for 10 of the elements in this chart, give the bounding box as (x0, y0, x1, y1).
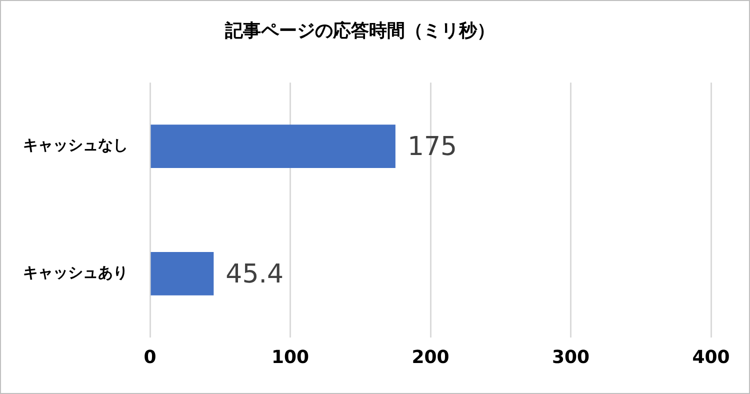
x-tick-label: 300 (552, 346, 590, 368)
data-label: 175 (407, 132, 458, 162)
x-tick-label: 400 (692, 346, 730, 368)
x-tick-label: 100 (271, 346, 310, 368)
x-tick-label: 0 (144, 346, 156, 368)
x-tick-label: 200 (412, 346, 450, 368)
y-tick-label: キャッシュなし (23, 136, 128, 154)
chart-title: 記事ページの応答時間（ミリ秒） (224, 20, 495, 42)
data-label: 45.4 (226, 259, 284, 290)
y-tick-label: キャッシュあり (23, 264, 128, 282)
